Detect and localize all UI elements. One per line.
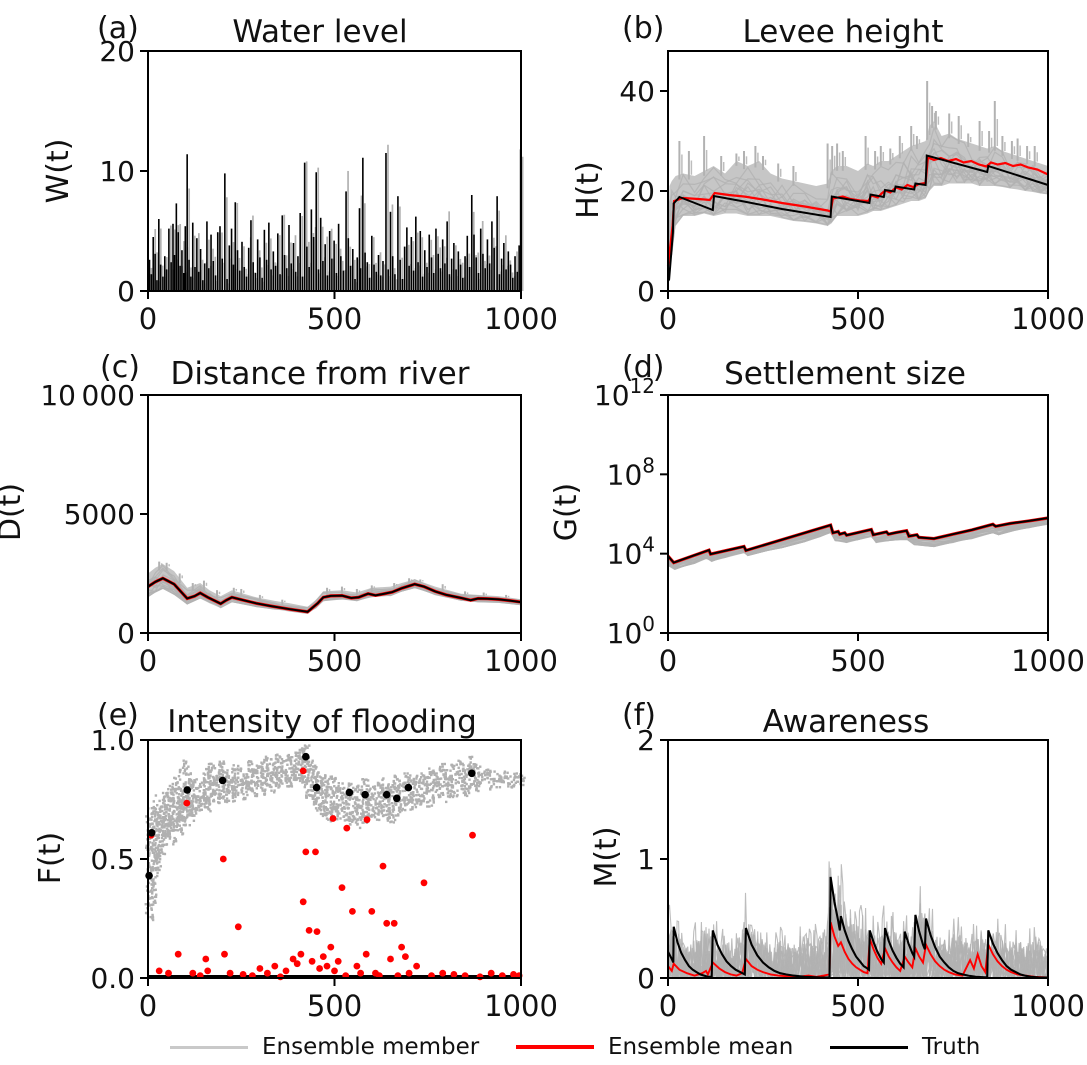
y-tick-label: 0.0: [90, 962, 135, 995]
panel-a-plot-area: 0 500 1000 0 10 20: [99, 35, 558, 336]
x-tick-label: 500: [830, 644, 885, 678]
x-tick-label: 500: [307, 302, 362, 336]
x-tick-label: 0: [139, 989, 157, 1023]
ticks: 0 500 1000 100 104 108 1012: [594, 374, 1085, 678]
panel-e-intensity-of-flooding-chart: (e) Intensity of flooding F(t) 0 500 10000…: [33, 698, 558, 1023]
x-tick-label: 500: [307, 989, 362, 1023]
legend-item-ensemble-member: Ensemble member: [170, 1032, 479, 1062]
y-tick-label: 0: [637, 275, 655, 308]
y-tick-label: 20: [99, 35, 135, 68]
panel-e-title: Intensity of flooding: [167, 704, 477, 740]
panel-c-ylabel: D(t): [0, 483, 28, 541]
y-tick-label: 0: [117, 275, 135, 308]
panel-a-letter: (a): [97, 11, 139, 46]
panel-b-levee-height-chart: (b) Levee height H(t) 0 500 1000 0 20 40: [571, 11, 1085, 336]
ticks: 0 500 1000 0 20 40: [619, 75, 1085, 336]
truth-line: [667, 876, 1049, 979]
y-tick-label: 100: [607, 612, 655, 650]
legend-label-ensemble-mean: Ensemble mean: [608, 1034, 794, 1060]
ticks: 0 500 1000 0.0 0.5 1.0: [90, 724, 557, 1023]
legend-item-truth: Truth: [830, 1032, 980, 1062]
truth-stems: [148, 149, 522, 291]
panel-f-letter: (f): [622, 698, 656, 733]
panel-b-plot-area: 0 500 1000 0 20 40: [619, 50, 1085, 336]
x-tick-label: 0: [659, 989, 677, 1023]
truth-line-swatch: [830, 1045, 908, 1049]
ticks: 0 500 1000 0 1 2: [637, 724, 1085, 1023]
x-tick-label: 1000: [484, 644, 558, 678]
truth-line: [147, 577, 522, 613]
y-tick-label: 20: [619, 175, 655, 208]
panel-b-ylabel: H(t): [571, 161, 606, 219]
x-tick-label: 1000: [1011, 644, 1085, 678]
legend-label-ensemble-member: Ensemble member: [262, 1034, 480, 1060]
x-tick-label: 0: [139, 644, 157, 678]
panel-f-plot-area: 0 500 1000 0 1 2: [637, 724, 1085, 1023]
ensemble-spikes: [158, 561, 510, 607]
y-tick-label: 1012: [594, 374, 655, 412]
truth-line: [667, 154, 1049, 282]
panel-d-settlement-size-chart: (d) Settlement size G(t) 0 500 1000 100 104 1…: [549, 350, 1085, 678]
panel-e-letter: (e): [97, 698, 139, 733]
panel-b-letter: (b): [622, 11, 664, 46]
ensemble-member-line-swatch: [170, 1045, 248, 1049]
ensemble-spikes: [678, 81, 1038, 189]
panel-c-letter: (c): [100, 350, 140, 385]
y-tick-label: 10 000: [40, 379, 135, 412]
x-tick-label: 1000: [1011, 989, 1085, 1023]
panel-f-awareness-chart: (f) Awareness M(t) 0 500 1000 0 1 2: [589, 698, 1085, 1023]
y-tick-label: 0: [117, 617, 135, 650]
y-tick-label: 10: [99, 155, 135, 188]
panel-d-ylabel: G(t): [549, 483, 584, 541]
x-tick-label: 500: [830, 989, 885, 1023]
legend-label-truth: Truth: [922, 1034, 981, 1060]
panel-c-distance-from-river-chart: (c) Distance from river D(t) 0 500 1000 0 50…: [0, 350, 558, 678]
y-tick-label: 40: [619, 75, 655, 108]
panel-e-plot-area: 0 500 1000 0.0 0.5 1.0: [90, 724, 557, 1023]
panel-d-letter: (d): [622, 350, 664, 385]
panel-b-title: Levee height: [743, 14, 944, 50]
panel-e-ylabel: F(t): [33, 832, 68, 884]
ensemble-mean-line-swatch: [516, 1045, 594, 1049]
ensemble-member-dots: [144, 744, 526, 922]
panel-f-title: Awareness: [763, 704, 929, 740]
y-tick-label: 0: [637, 962, 655, 995]
panel-a-water-level-chart: (a) Water level W(t) 0 500 1000 0 10 20: [41, 11, 558, 336]
y-tick-label: 104: [607, 533, 655, 571]
x-tick-label: 0: [139, 302, 157, 336]
axes-box: [667, 394, 1049, 634]
legend-item-ensemble-mean: Ensemble mean: [516, 1032, 793, 1062]
legend: Ensemble member Ensemble mean Truth: [0, 1032, 1087, 1065]
x-tick-label: 1000: [1011, 302, 1085, 336]
x-tick-label: 1000: [484, 989, 558, 1023]
panel-d-title: Settlement size: [724, 356, 966, 392]
x-tick-label: 500: [307, 644, 362, 678]
x-tick-label: 0: [659, 644, 677, 678]
truth-line: [667, 517, 1049, 564]
panel-c-title: Distance from river: [171, 356, 470, 392]
panel-d-plot-area: 0 500 1000 100 104 108 1012: [594, 374, 1085, 678]
y-tick-label: 0.5: [90, 843, 135, 876]
panel-f-ylabel: M(t): [589, 826, 624, 887]
x-tick-label: 500: [830, 302, 885, 336]
y-tick-label: 1.0: [90, 724, 135, 757]
y-tick-label: 108: [607, 453, 655, 491]
ticks: 0 500 1000 0 10 20: [99, 35, 558, 336]
panel-a-title: Water level: [232, 14, 407, 50]
x-tick-label: 0: [659, 302, 677, 336]
y-tick-label: 5000: [64, 498, 135, 531]
ensemble-mean-dots: [147, 767, 523, 981]
x-tick-label: 1000: [484, 302, 558, 336]
panel-a-ylabel: W(t): [41, 139, 76, 204]
y-tick-label: 1: [637, 843, 655, 876]
y-tick-label: 2: [637, 724, 655, 757]
